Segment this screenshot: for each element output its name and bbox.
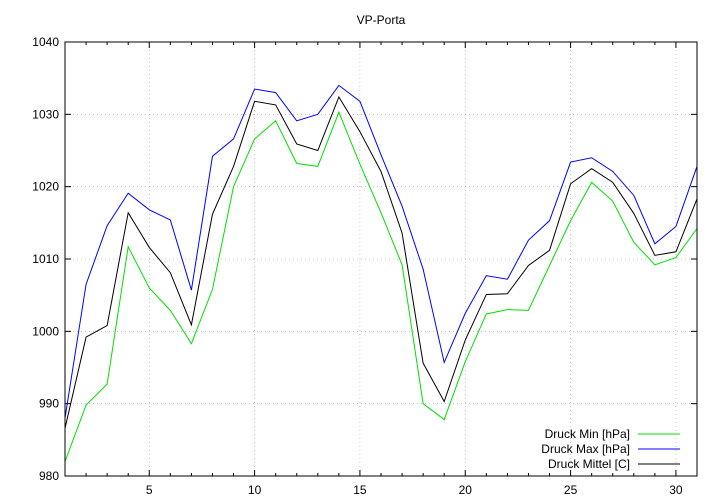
series-line-2 [64,84,698,419]
x-tick-label: 5 [146,483,153,497]
y-tick-label: 1010 [32,252,59,266]
x-tick-label: 10 [248,483,262,497]
series-line-3 [64,95,698,429]
legend-label: Druck Max [hPa] [541,442,630,456]
x-tick-label: 15 [353,483,367,497]
y-tick-label: 1000 [32,324,59,338]
series-lines [64,84,698,462]
y-tick-label: 990 [39,397,59,411]
y-tick-label: 1030 [32,107,59,121]
legend-label: Druck Min [hPa] [545,427,630,441]
x-tick-label: 30 [669,483,683,497]
axis-tick-labels: 980 990 1000 1010 1020 1030 1040 5 10 15 20 25 30 [32,35,683,497]
y-tick-label: 980 [39,469,59,483]
series-line-1 [64,110,698,462]
grid-lines [65,42,697,476]
x-tick-label: 20 [459,483,473,497]
legend: Druck Min [hPa]Druck Max [hPa]Druck Mitt… [541,427,680,471]
plot-frame [64,41,698,477]
chart-title: VP-Porta [357,13,406,27]
x-tick-label: 25 [564,483,578,497]
y-tick-label: 1040 [32,35,59,49]
y-tick-label: 1020 [32,180,59,194]
legend-label: Druck Mittel [C] [548,457,630,471]
